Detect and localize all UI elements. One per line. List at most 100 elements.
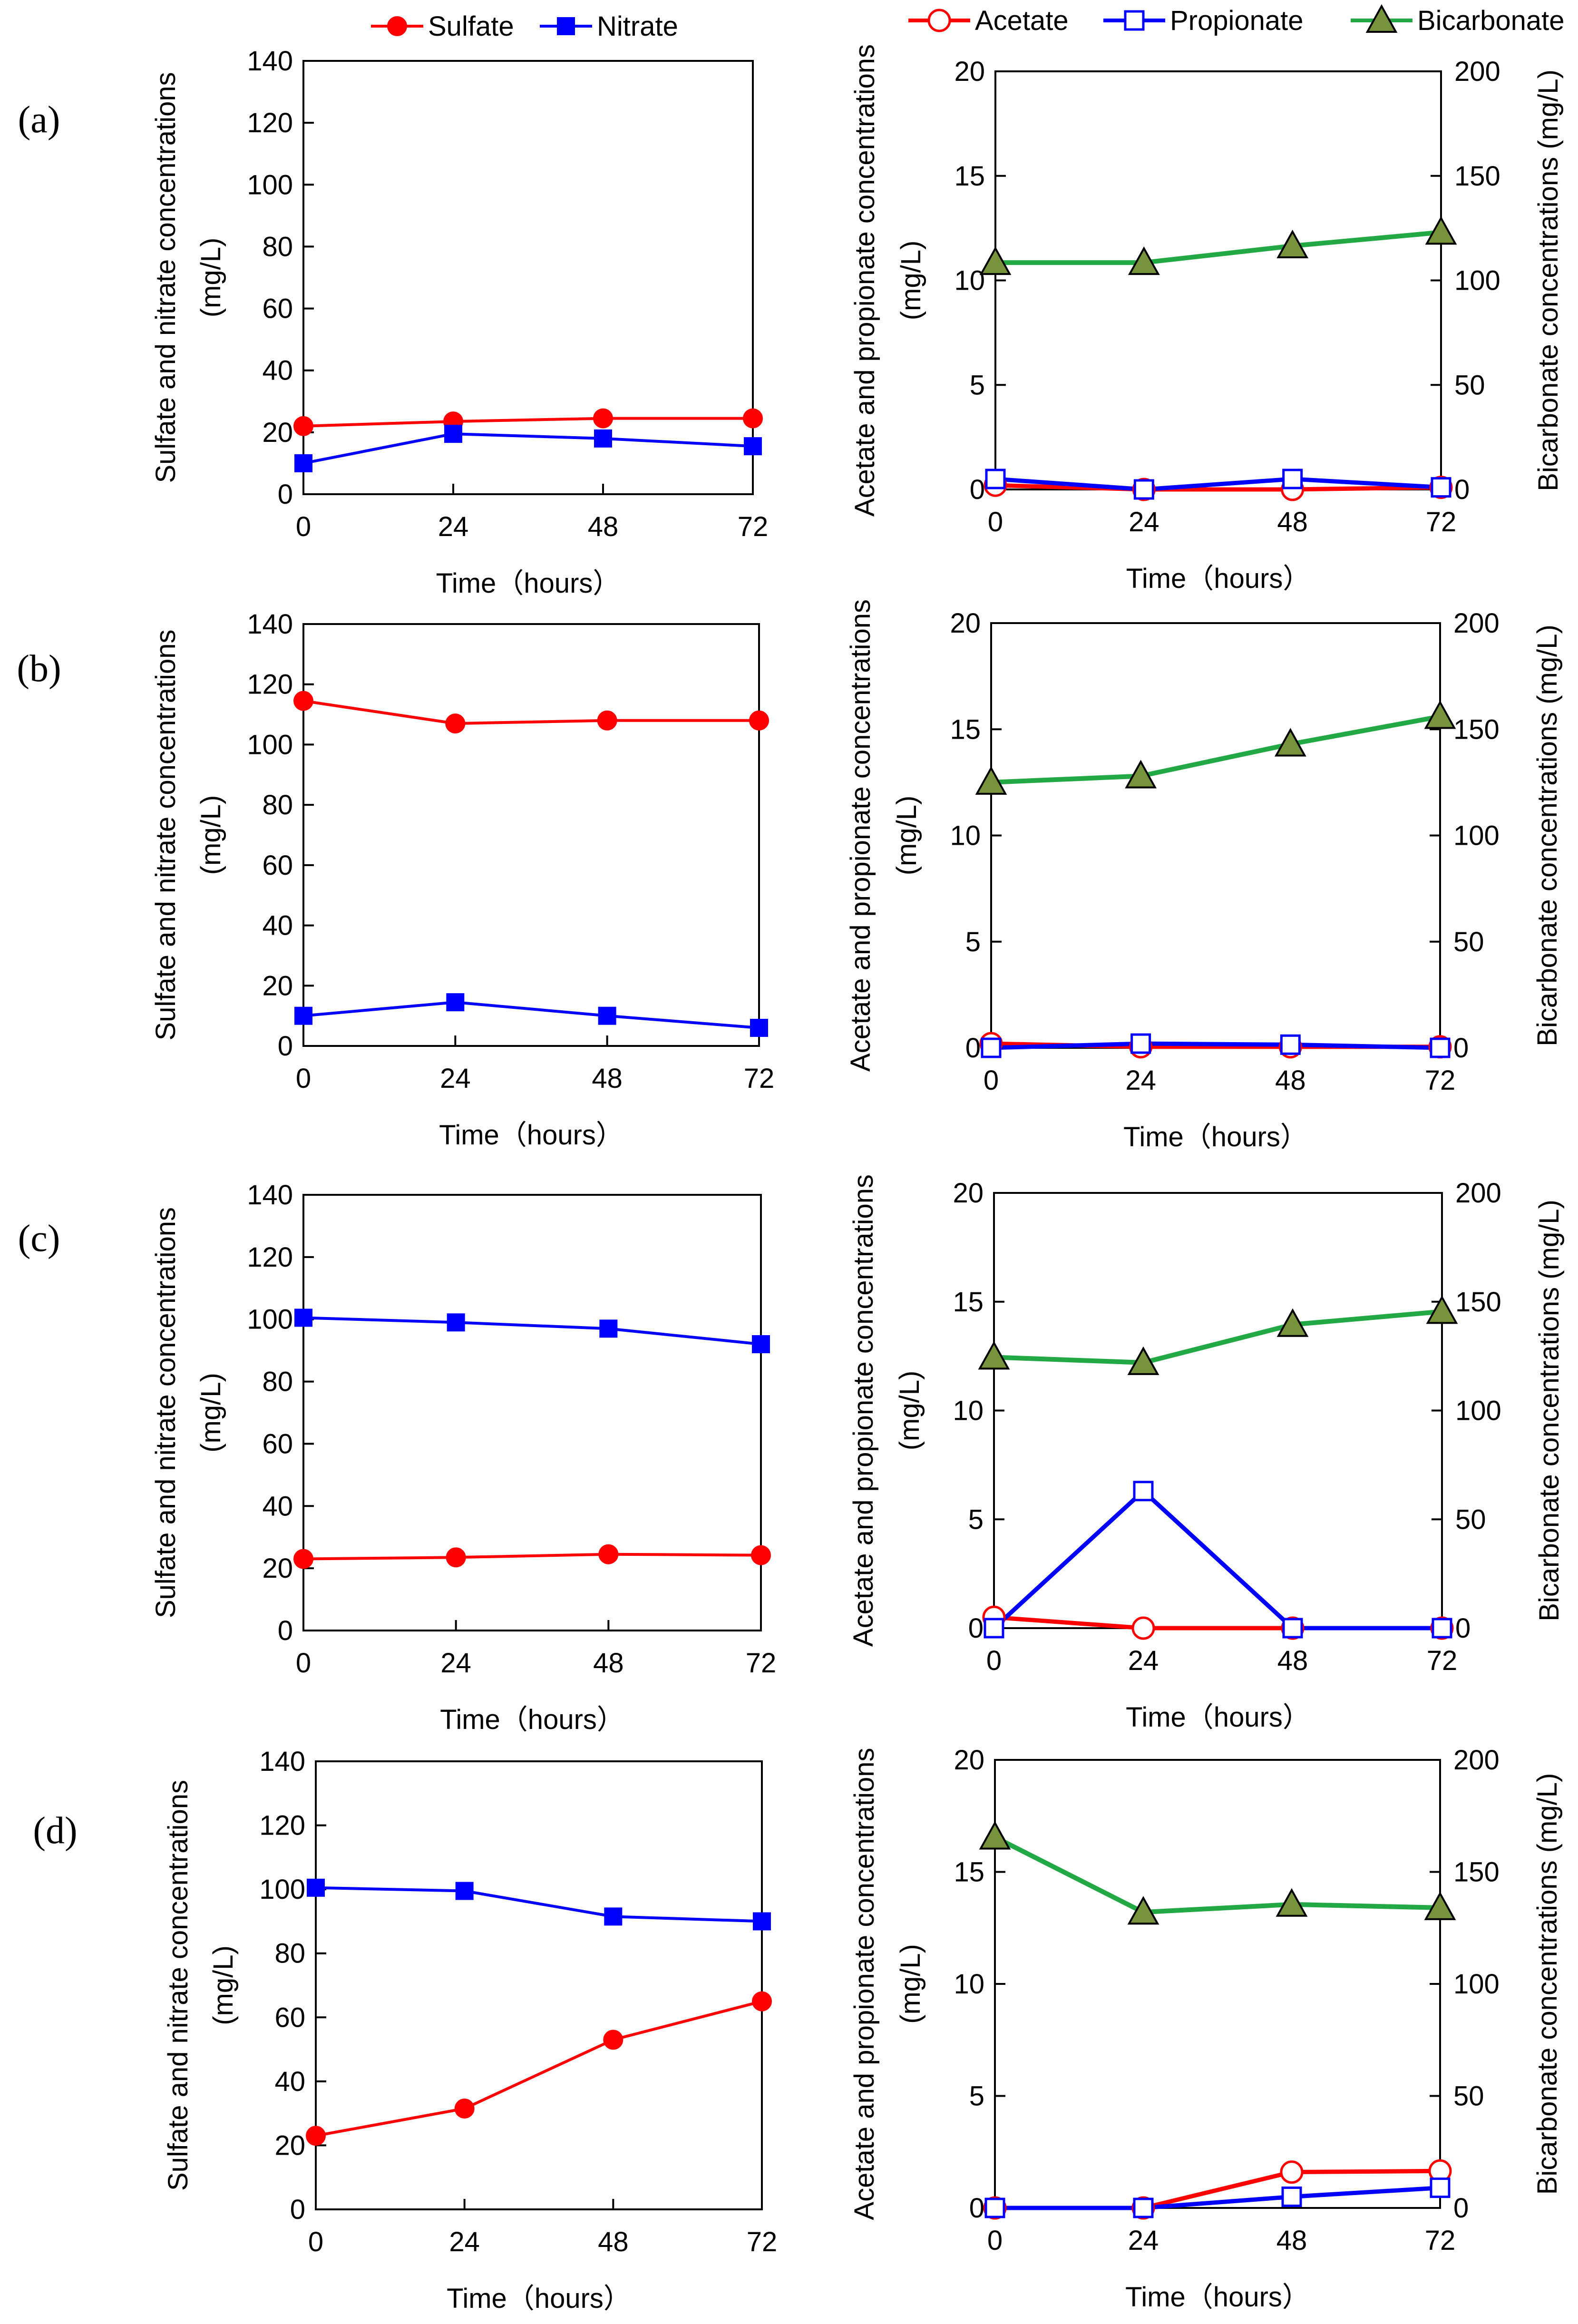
bicarbonate-point xyxy=(1276,1888,1308,1917)
x-tick-label: 48 xyxy=(1277,507,1308,537)
propionate-line xyxy=(995,2186,1441,2210)
y-tick-label: 10 xyxy=(954,265,985,296)
x-tick-label: 48 xyxy=(1276,2225,1307,2256)
propionate-point xyxy=(1430,1037,1451,1058)
bicarbonate-point xyxy=(978,1341,1010,1370)
y-tick-label: 5 xyxy=(969,2081,984,2112)
x-axis-label: Time（hours） xyxy=(439,1120,623,1151)
propionate-point xyxy=(1130,1033,1151,1054)
y2-tick-label: 0 xyxy=(1453,1033,1469,1064)
y-tick-label: 140 xyxy=(247,609,293,640)
bicarbonate-point xyxy=(1425,216,1457,245)
x-tick-label: 24 xyxy=(438,511,469,542)
y2-tick-label: 0 xyxy=(1453,2193,1469,2224)
x-tick-label: 72 xyxy=(747,2226,778,2257)
plot-frame xyxy=(302,60,754,495)
propionate-point xyxy=(985,469,1006,489)
y2-tick-label: 100 xyxy=(1454,265,1500,296)
y-tick-label: 20 xyxy=(954,56,985,87)
panel-7-left: 0 20 40 60 80 100 120 140 0 24 48 72 Time（hours） Sulf… xyxy=(163,1746,777,2314)
propionate-point xyxy=(1133,479,1154,500)
plot-frame xyxy=(994,1759,1441,2209)
acetate-point xyxy=(1280,2160,1304,2184)
y-tick-label: 40 xyxy=(262,1491,293,1522)
y-tick-label: 80 xyxy=(274,1938,305,1969)
sulfate-point xyxy=(743,408,763,429)
sulfate-point xyxy=(597,710,617,731)
y-tick-label: 20 xyxy=(262,417,293,448)
x-tick-label: 0 xyxy=(987,2225,1003,2256)
nitrate-point xyxy=(750,1018,768,1037)
x-tick-label: 24 xyxy=(449,2226,480,2257)
propionate-point xyxy=(1431,477,1451,498)
y-tick-label: 140 xyxy=(259,1746,305,1777)
y-tick-label: 0 xyxy=(278,479,293,510)
sulfate-point xyxy=(446,1547,466,1568)
legend-propionate-point xyxy=(1124,10,1145,31)
bicarbonate-point xyxy=(1424,700,1456,729)
y-axis-label: Acetate and propionate concentrations xyxy=(849,1748,880,2220)
x-tick-label: 24 xyxy=(1128,1645,1159,1676)
acetate-point xyxy=(1131,1616,1155,1640)
y-tick-label: 100 xyxy=(247,729,293,760)
propionate-point xyxy=(1133,2197,1154,2218)
panel-1-left: 0 20 40 60 80 100 120 140 0 24 48 72 Time（hours） Sulf… xyxy=(150,46,768,599)
x-tick-label: 24 xyxy=(1129,507,1159,537)
y2-tick-label: 50 xyxy=(1455,1504,1486,1535)
y2-tick-label: 50 xyxy=(1454,370,1485,400)
x-tick-label: 48 xyxy=(1275,1065,1306,1096)
nitrate-point xyxy=(307,1878,325,1897)
nitrate-point xyxy=(594,429,612,448)
y-axis-unit: (mg/L) xyxy=(208,1945,239,2025)
propionate-line xyxy=(995,477,1442,492)
x-tick-label: 72 xyxy=(746,1648,777,1679)
y-tick-label: 0 xyxy=(969,2193,984,2224)
y-tick-label: 15 xyxy=(954,1857,984,1888)
x-tick-label: 24 xyxy=(1125,1065,1156,1096)
y2-axis-label: Bicarbonate concentrations (mg/L) xyxy=(1533,69,1564,491)
legend: Sulfate Nitrate Acetate Propionate Bicarbona… xyxy=(371,4,1565,42)
y2-axis-label: Bicarbonate concentrations (mg/L) xyxy=(1532,1773,1563,2195)
sulfate-point xyxy=(306,2126,326,2146)
y-tick-label: 20 xyxy=(262,1553,293,1584)
legend-bicarbonate-point xyxy=(1365,4,1398,33)
x-tick-label: 48 xyxy=(1277,1645,1308,1676)
sulfate-line xyxy=(303,417,753,428)
plot-frame xyxy=(302,623,760,1047)
y-tick-label: 120 xyxy=(247,1242,293,1273)
y-tick-label: 0 xyxy=(290,2194,305,2225)
x-tick-label: 0 xyxy=(296,1648,311,1679)
bicarbonate-point xyxy=(1424,1891,1456,1920)
x-tick-label: 0 xyxy=(986,1645,1002,1676)
x-tick-label: 72 xyxy=(1427,1645,1458,1676)
sulfate-line xyxy=(303,699,759,725)
x-tick-label: 48 xyxy=(593,1648,624,1679)
y2-tick-label: 200 xyxy=(1453,1745,1500,1776)
x-tick-label: 24 xyxy=(1128,2225,1159,2256)
y-tick-label: 40 xyxy=(262,355,293,386)
bicarbonate-point xyxy=(1274,728,1306,757)
y-tick-label: 0 xyxy=(278,1615,293,1646)
y-tick-label: 40 xyxy=(274,2066,305,2097)
legend-label-sulfate: Sulfate xyxy=(428,11,514,42)
bicarbonate-point xyxy=(1128,246,1160,275)
propionate-point xyxy=(1133,1481,1154,1502)
y2-axis-label: Bicarbonate concentrations (mg/L) xyxy=(1532,625,1563,1046)
y-tick-label: 5 xyxy=(968,1504,984,1535)
y-axis-label: Sulfate and nitrate concentrations xyxy=(150,629,181,1040)
sulfate-point xyxy=(603,2030,623,2050)
y-tick-label: 60 xyxy=(262,293,293,324)
nitrate-point xyxy=(753,1912,771,1931)
bicarbonate-line xyxy=(995,230,1442,265)
y-tick-label: 120 xyxy=(247,669,293,700)
y-tick-label: 0 xyxy=(278,1031,293,1062)
nitrate-line xyxy=(303,1316,761,1346)
sulfate-point xyxy=(293,691,313,711)
y-tick-label: 15 xyxy=(954,161,985,192)
bicarbonate-line xyxy=(991,714,1441,785)
